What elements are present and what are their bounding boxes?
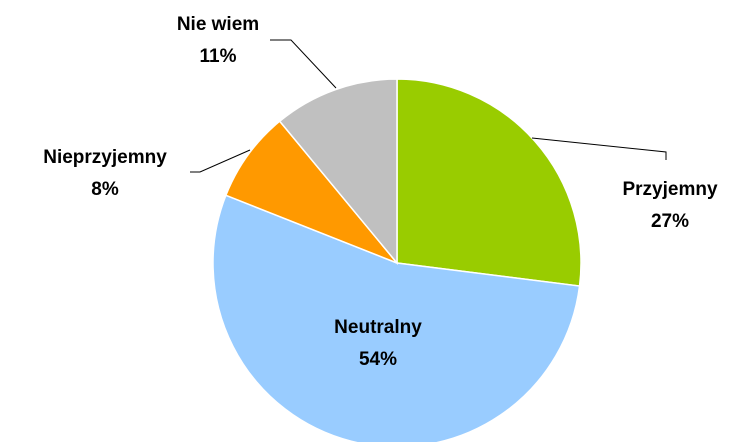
slice-value-label: 11% [200, 46, 237, 67]
slice-value-label: 54% [359, 349, 397, 370]
slice-label: Nie wiem [177, 14, 259, 35]
pie-slice [278, 78, 398, 266]
slices [212, 78, 582, 442]
slice-value-label: 8% [91, 179, 119, 200]
slice-label: Przyjemny [622, 179, 717, 200]
leader-line [270, 39, 337, 89]
slice-label: Nieprzyjemny [43, 147, 167, 168]
pie-slice [212, 194, 581, 442]
pie-slice [396, 78, 582, 287]
leader-line [531, 137, 667, 160]
slice-value-label: 27% [651, 211, 689, 232]
pie-slice [224, 120, 398, 264]
leader-line [190, 149, 251, 173]
slice-label: Neutralny [334, 317, 422, 338]
